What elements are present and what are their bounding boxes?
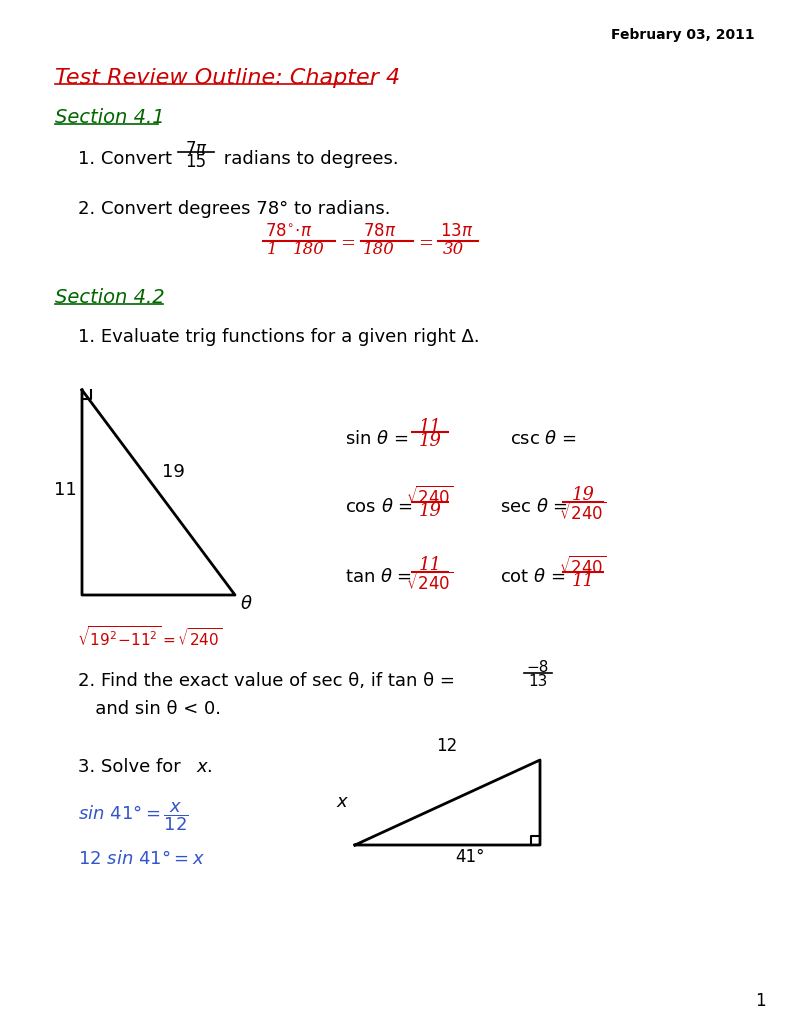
Text: $\sqrt{240}$: $\sqrt{240}$	[407, 572, 454, 594]
Text: 1: 1	[267, 241, 278, 258]
Text: 19: 19	[162, 463, 185, 481]
Text: February 03, 2011: February 03, 2011	[611, 28, 755, 42]
Text: 180: 180	[293, 241, 325, 258]
Text: 180: 180	[363, 241, 395, 258]
Text: 13: 13	[528, 674, 547, 689]
Text: 11: 11	[55, 481, 77, 499]
Text: 2. Find the exact value of sec θ, if tan θ =: 2. Find the exact value of sec θ, if tan…	[78, 672, 460, 690]
Text: $78\pi$: $78\pi$	[363, 223, 396, 240]
Text: $\sqrt{240}$: $\sqrt{240}$	[407, 486, 454, 508]
Text: 12: 12	[437, 737, 458, 755]
Text: 11: 11	[572, 572, 595, 590]
Text: $sin\ 41°=\dfrac{x}{12}$: $sin\ 41°=\dfrac{x}{12}$	[78, 800, 188, 833]
Text: 1. Convert: 1. Convert	[78, 150, 178, 168]
Text: sec $\theta$ =: sec $\theta$ =	[500, 498, 570, 516]
Text: Section 4.1: Section 4.1	[55, 108, 165, 127]
Text: 19: 19	[572, 486, 595, 504]
Text: 15: 15	[185, 153, 206, 171]
Text: cos $\theta$ =: cos $\theta$ =	[345, 498, 414, 516]
Text: radians to degrees.: radians to degrees.	[218, 150, 399, 168]
Text: 30: 30	[443, 241, 464, 258]
Text: x: x	[336, 793, 347, 811]
Text: −8: −8	[527, 660, 549, 675]
Text: x: x	[196, 758, 206, 776]
Text: $12\ sin\ 41°= x$: $12\ sin\ 41°= x$	[78, 850, 205, 868]
Text: =: =	[418, 234, 433, 253]
Text: 1. Evaluate trig functions for a given right Δ.: 1. Evaluate trig functions for a given r…	[78, 328, 479, 346]
Text: sin $\theta$ =: sin $\theta$ =	[345, 430, 411, 449]
Text: csc $\theta$ =: csc $\theta$ =	[510, 430, 577, 449]
Text: $\sqrt{240}$: $\sqrt{240}$	[559, 556, 607, 579]
Text: $\sqrt{240}$: $\sqrt{240}$	[559, 502, 607, 524]
Text: cot $\theta$ =: cot $\theta$ =	[500, 568, 567, 586]
Text: $13\pi$: $13\pi$	[440, 223, 473, 240]
Text: and sin θ < 0.: and sin θ < 0.	[78, 700, 221, 718]
Text: tan $\theta$ =: tan $\theta$ =	[345, 568, 414, 586]
Text: Test Review Outline: Chapter 4: Test Review Outline: Chapter 4	[55, 68, 400, 88]
Text: 19: 19	[418, 502, 441, 520]
Text: $\sqrt{19^2\!-\!11^2}=\sqrt{240}$: $\sqrt{19^2\!-\!11^2}=\sqrt{240}$	[77, 625, 222, 649]
Text: $78^{\circ}\!\cdot\!\pi$: $78^{\circ}\!\cdot\!\pi$	[265, 223, 312, 240]
Text: .: .	[206, 758, 212, 776]
Text: $7\pi$: $7\pi$	[184, 140, 207, 158]
Text: 11: 11	[418, 418, 441, 436]
Text: 19: 19	[418, 432, 441, 450]
Text: $\theta$: $\theta$	[240, 595, 252, 613]
Text: 3. Solve for: 3. Solve for	[78, 758, 187, 776]
Text: 41°: 41°	[455, 848, 485, 866]
Text: Section 4.2: Section 4.2	[55, 288, 165, 307]
Text: 11: 11	[418, 556, 441, 574]
Text: 2. Convert degrees 78° to radians.: 2. Convert degrees 78° to radians.	[78, 200, 391, 218]
Text: 1: 1	[755, 992, 766, 1010]
Text: =: =	[340, 234, 355, 253]
